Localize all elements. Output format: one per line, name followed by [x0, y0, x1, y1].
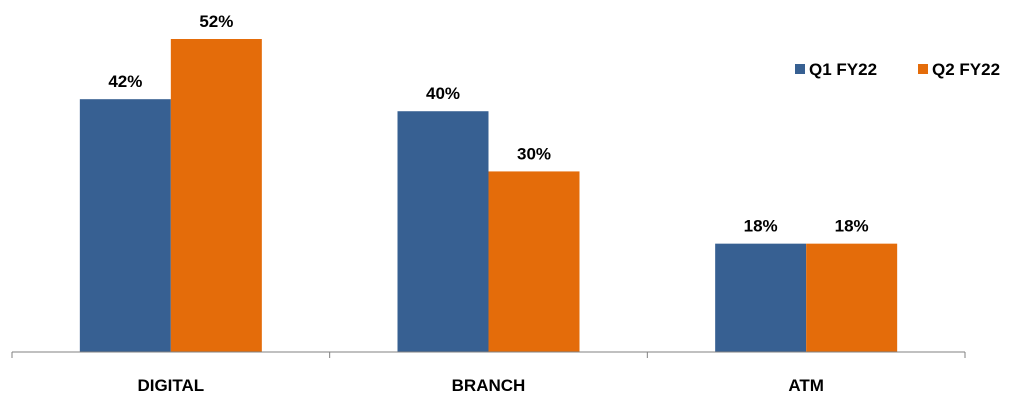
bar-q2-fy22-digital: [170, 39, 262, 352]
legend: Q1 FY22 Q2 FY22: [795, 60, 1000, 79]
data-label-q2-fy22-digital: 52%: [199, 12, 233, 31]
bar-q2-fy22-atm: [806, 243, 898, 352]
category-label-branch: BRANCH: [452, 376, 526, 395]
legend-label-q1-fy22: Q1 FY22: [809, 60, 877, 79]
bar-q1-fy22-digital: [79, 99, 171, 352]
bar-q2-fy22-branch: [488, 171, 580, 352]
category-label-atm: ATM: [788, 376, 824, 395]
data-label-q1-fy22-branch: 40%: [426, 84, 460, 103]
data-label-q1-fy22-atm: 18%: [744, 217, 778, 236]
bars-group: [79, 39, 898, 352]
legend-label-q2-fy22: Q2 FY22: [932, 60, 1000, 79]
data-label-q2-fy22-atm: 18%: [835, 217, 869, 236]
category-label-digital: DIGITAL: [137, 376, 204, 395]
data-label-q2-fy22-branch: 30%: [517, 144, 551, 163]
bar-q1-fy22-branch: [397, 111, 489, 352]
x-axis-ticks: [11, 352, 966, 358]
category-labels-group: DIGITAL BRANCH ATM: [137, 376, 823, 395]
bar-q1-fy22-atm: [715, 243, 807, 352]
legend-swatch-q1-fy22: [795, 64, 805, 74]
value-labels-group: 42% 52% 40% 30% 18% 18%: [108, 12, 868, 236]
legend-swatch-q2-fy22: [918, 64, 928, 74]
data-label-q1-fy22-digital: 42%: [108, 72, 142, 91]
